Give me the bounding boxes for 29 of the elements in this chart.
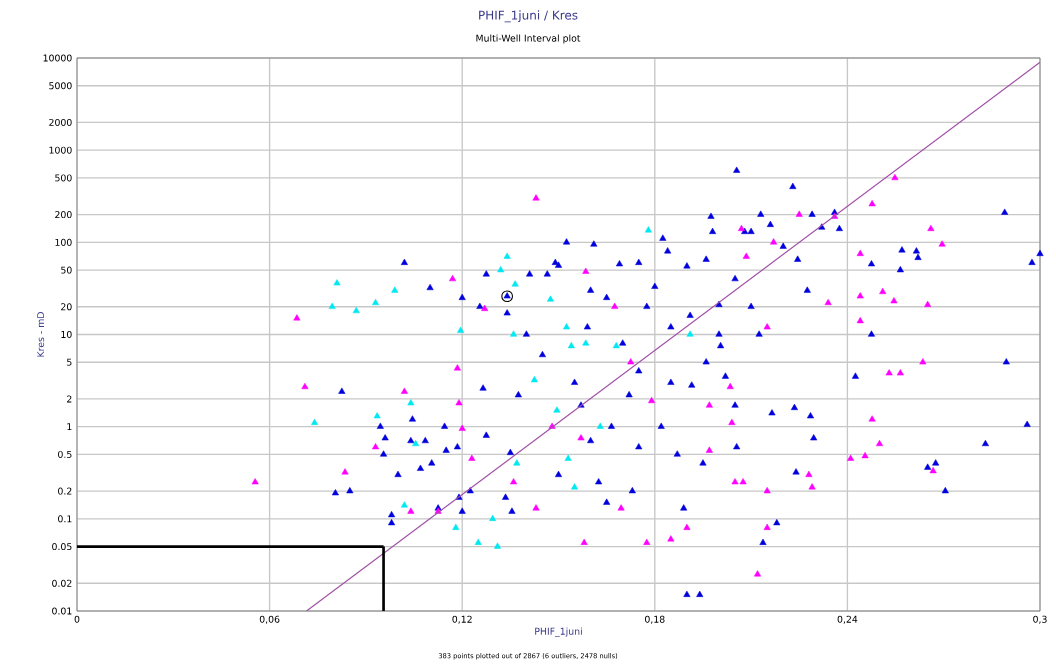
chart-subtitle: Multi-Well Interval plot bbox=[476, 34, 581, 44]
x-tick-label: 0,24 bbox=[837, 615, 858, 624]
y-tick-label: 2 bbox=[67, 395, 72, 403]
y-tick-label: 20 bbox=[61, 303, 72, 311]
y-tick-label: 0.05 bbox=[52, 543, 72, 551]
y-tick-label: 200 bbox=[55, 211, 72, 219]
y-tick-label: 100 bbox=[55, 238, 72, 246]
y-tick-label: 50 bbox=[61, 266, 72, 274]
y-tick-label: 2000 bbox=[49, 118, 72, 126]
y-tick-label: 0.01 bbox=[52, 607, 72, 615]
x-tick-label: 0,12 bbox=[452, 615, 472, 624]
x-tick-label: 0,3 bbox=[1033, 615, 1047, 624]
y-tick-label: 0.2 bbox=[58, 487, 72, 495]
y-tick-label: 1000 bbox=[49, 146, 72, 154]
y-tick-label: 10000 bbox=[43, 54, 72, 62]
y-tick-label: 10 bbox=[61, 330, 72, 339]
x-tick-label: 0 bbox=[74, 615, 80, 623]
y-tick-label: 0.02 bbox=[52, 579, 72, 587]
y-tick-label: 0.1 bbox=[58, 515, 72, 523]
y-tick-label: 5000 bbox=[49, 82, 72, 90]
chart-title: PHIF_1juni / Kres bbox=[479, 10, 578, 23]
y-tick-label: 1 bbox=[67, 423, 72, 431]
y-tick-label: 5 bbox=[67, 358, 72, 366]
y-axis-title: Kres - mD bbox=[37, 312, 45, 357]
x-tick-label: 0,18 bbox=[645, 615, 665, 624]
y-tick-label: 0.5 bbox=[58, 450, 72, 458]
y-tick-label: 500 bbox=[55, 174, 72, 182]
x-tick-label: 0,06 bbox=[259, 615, 280, 624]
x-axis-title: PHIF_1juni bbox=[535, 627, 582, 637]
